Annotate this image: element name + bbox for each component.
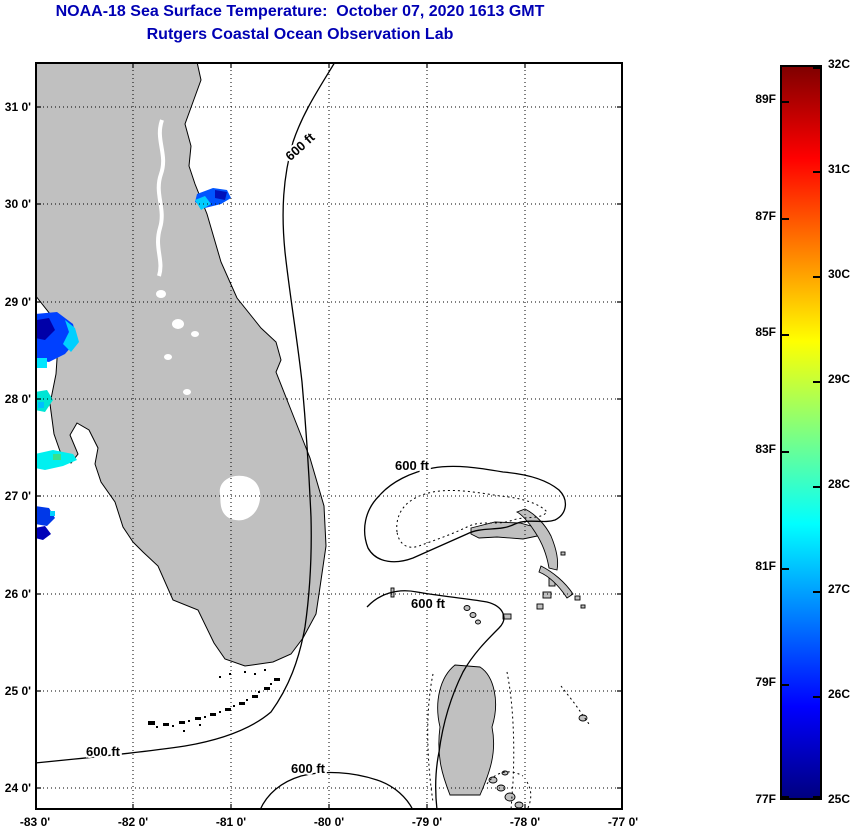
colorbar-fahrenheit-label: 83F xyxy=(755,442,776,456)
colorbar-fahrenheit-label: 77F xyxy=(755,792,776,806)
x-tick-label: -82 0' xyxy=(117,815,149,829)
eleuthera-island xyxy=(538,565,574,599)
colorbar-tick xyxy=(782,101,789,103)
colorbar-celsius-label: 27C xyxy=(828,582,851,596)
new-providence-island xyxy=(502,613,512,620)
y-tick-label: 29 0' xyxy=(4,295,31,309)
colorbar-fahrenheit-label: 87F xyxy=(755,209,776,223)
sst-patches xyxy=(35,188,231,540)
colorbar-tick xyxy=(813,696,820,698)
colorbar-celsius-label: 30C xyxy=(828,267,851,281)
colorbar-celsius-label: 31C xyxy=(828,162,851,176)
y-tick-label: 27 0' xyxy=(4,489,31,503)
inland-water xyxy=(86,119,261,521)
colorbar-celsius-label: 26C xyxy=(828,687,851,701)
axis-tick-marks xyxy=(35,62,623,810)
st-johns-river xyxy=(156,119,166,277)
colorbar-celsius-label: 28C xyxy=(828,477,851,491)
colorbar-fahrenheit-label: 85F xyxy=(755,325,776,339)
colorbar-fahrenheit-label: 79F xyxy=(755,675,776,689)
y-tick-label: 31 0' xyxy=(4,100,31,114)
colorbar-tick xyxy=(782,218,789,220)
contour-label-600ft-great-bahama: 600 ft xyxy=(411,596,446,611)
colorbar-celsius-label: 29C xyxy=(828,372,851,386)
colorbar-celsius-label: 25C xyxy=(828,792,851,806)
contour-line-little-bahama-bank xyxy=(364,465,566,563)
figure-title: NOAA-18 Sea Surface Temperature: October… xyxy=(55,3,545,20)
contour-label-600ft-lower-left: 600 ft xyxy=(86,744,121,759)
contour-line-gulfstream xyxy=(34,61,336,764)
x-tick-label: -81 0' xyxy=(215,815,247,829)
colorbar-fahrenheit-label: 89F xyxy=(755,92,776,106)
colorbar-tick xyxy=(782,684,789,686)
colorbar-tick xyxy=(782,568,789,570)
contour-line-great-bahama-bank xyxy=(366,590,505,811)
y-tick-label: 24 0' xyxy=(4,781,31,795)
colorbar-tick xyxy=(813,67,820,69)
bathymetry-contours xyxy=(34,61,566,811)
y-tick-label: 30 0' xyxy=(4,197,31,211)
x-tick-label: -79 0' xyxy=(411,815,443,829)
x-tick-label: -78 0' xyxy=(509,815,541,829)
colorbar-tick xyxy=(782,334,789,336)
y-tick-label: 28 0' xyxy=(4,392,31,406)
colorbar-tick xyxy=(813,486,820,488)
bank-outlines xyxy=(396,490,590,811)
x-tick-label: -80 0' xyxy=(313,815,345,829)
colorbar-tick xyxy=(813,171,820,173)
lake-okeechobee xyxy=(219,475,261,521)
map-plot-area: 600 ft 600 ft 600 ft 600 ft 600 ft xyxy=(34,61,623,811)
plot-border xyxy=(35,62,623,810)
berry-islands xyxy=(463,605,471,611)
x-tick-label: -83 0' xyxy=(19,815,51,829)
colorbar-tick xyxy=(813,381,820,383)
florida-keys xyxy=(148,669,280,732)
grand-bahama-island xyxy=(470,521,543,540)
colorbar-tick xyxy=(813,591,820,593)
colorbar-tick xyxy=(813,276,820,278)
abaco-islands xyxy=(515,508,559,571)
colorbar-celsius-label: 32C xyxy=(828,57,851,71)
y-tick-label: 26 0' xyxy=(4,587,31,601)
charlotte-harbor xyxy=(86,486,102,506)
andros-island xyxy=(437,664,497,796)
colorbar-tick xyxy=(782,796,789,798)
contour-label-600ft-lower-center: 600 ft xyxy=(291,761,326,776)
contour-label-600ft-little-bahama: 600 ft xyxy=(395,458,430,473)
x-tick-label: -77 0' xyxy=(607,815,639,829)
contour-line-cay-sal xyxy=(259,771,414,811)
colorbar-tick xyxy=(782,451,789,453)
colorbar-tick xyxy=(813,796,820,798)
y-tick-label: 25 0' xyxy=(4,684,31,698)
sst-colorbar xyxy=(780,65,822,800)
colorbar-fahrenheit-label: 81F xyxy=(755,559,776,573)
map-svg: 600 ft 600 ft 600 ft 600 ft 600 ft xyxy=(34,61,623,811)
figure-subtitle: Rutgers Coastal Ocean Observation Lab xyxy=(146,26,454,43)
